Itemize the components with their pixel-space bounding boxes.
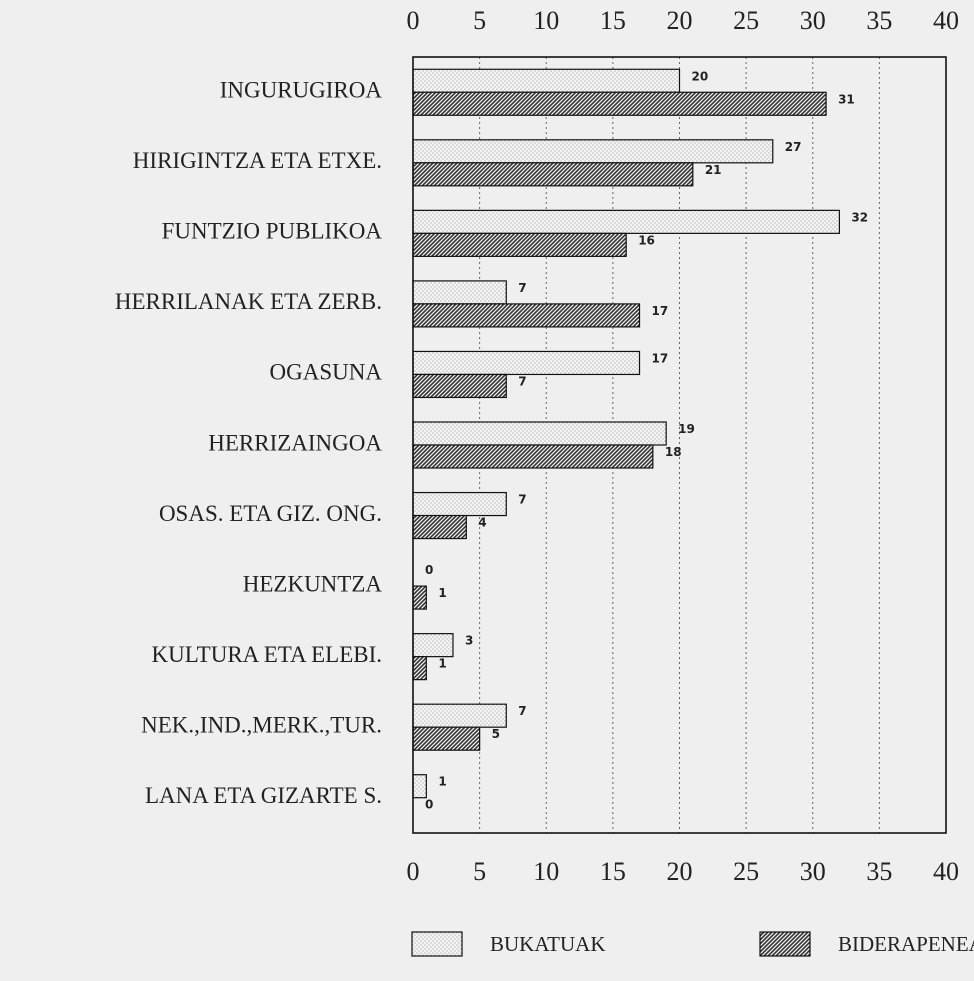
- category-label: KULTURA ETA ELEBI.: [152, 642, 383, 667]
- x-tick-label-bottom: 25: [733, 857, 759, 886]
- bar: [412, 280, 507, 305]
- x-tick-label-bottom: 20: [667, 857, 693, 886]
- value-label: 0: [425, 563, 433, 577]
- value-label: 16: [638, 233, 655, 247]
- value-label: 31: [838, 92, 855, 106]
- category-label: FUNTZIO PUBLIKOA: [162, 219, 383, 244]
- x-tick-label-bottom: 5: [473, 857, 486, 886]
- category-label: INGURUGIROA: [220, 78, 383, 103]
- bar: [412, 444, 654, 469]
- x-tick-label-top: 5: [473, 6, 486, 35]
- plot-frame: [412, 56, 947, 834]
- category-label: HIRIGINTZA ETA ETXE.: [133, 148, 382, 173]
- legend-label: BIDERAPENEAN: [838, 932, 974, 956]
- bar: [412, 491, 507, 517]
- category-label: HERRILANAK ETA ZERB.: [115, 289, 382, 314]
- value-label: 7: [518, 704, 526, 718]
- value-label: 20: [692, 69, 709, 83]
- value-label: 1: [438, 657, 446, 671]
- x-tick-label-bottom: 10: [533, 857, 559, 886]
- value-label: 18: [665, 445, 682, 459]
- bar: [412, 232, 627, 257]
- category-label: HEZKUNTZA: [243, 571, 383, 596]
- bar: [412, 68, 681, 93]
- bar: [412, 633, 454, 658]
- x-tick-label-bottom: 30: [800, 857, 826, 886]
- value-label: 27: [785, 140, 802, 154]
- value-label: 7: [518, 281, 526, 295]
- x-tick-label-top: 30: [800, 6, 826, 35]
- legend-label: BUKATUAK: [490, 932, 606, 956]
- value-label: 0: [425, 798, 433, 812]
- bar: [412, 774, 427, 799]
- bar: [412, 703, 507, 728]
- bar: [412, 350, 641, 376]
- value-label: 32: [851, 210, 868, 224]
- x-tick-label-top: 0: [407, 6, 420, 35]
- x-tick-label-bottom: 0: [407, 857, 420, 886]
- x-tick-label-top: 15: [600, 6, 626, 35]
- category-label: LANA ETA GIZARTE S.: [145, 783, 382, 808]
- value-label: 5: [492, 727, 500, 741]
- bar: [412, 421, 667, 446]
- x-tick-label-bottom: 15: [600, 857, 626, 886]
- value-label: 7: [518, 374, 526, 388]
- bar: [412, 303, 641, 328]
- bar: [412, 373, 507, 399]
- bar: [412, 91, 827, 116]
- x-tick-label-top: 40: [933, 6, 959, 35]
- bar: [412, 656, 427, 681]
- legend-swatch: [759, 931, 811, 957]
- x-tick-label-top: 20: [667, 6, 693, 35]
- x-tick-label-top: 35: [866, 6, 892, 35]
- value-label: 1: [438, 775, 446, 789]
- legend-swatch: [411, 931, 463, 957]
- bar: [412, 726, 481, 751]
- value-label: 3: [465, 634, 473, 648]
- category-label: HERRIZAINGOA: [208, 430, 382, 455]
- x-tick-label-bottom: 40: [933, 857, 959, 886]
- x-tick-label-bottom: 35: [866, 857, 892, 886]
- value-label: 4: [478, 516, 486, 530]
- x-tick-label-top: 25: [733, 6, 759, 35]
- category-label: NEK.,IND.,MERK.,TUR.: [141, 712, 382, 737]
- value-label: 17: [652, 351, 669, 365]
- bar: [412, 514, 467, 540]
- value-label: 17: [652, 304, 669, 318]
- category-label: OGASUNA: [270, 360, 383, 385]
- x-tick-label-top: 10: [533, 6, 559, 35]
- bar: [412, 139, 774, 164]
- category-label: OSAS. ETA GIZ. ONG.: [159, 501, 382, 526]
- value-label: 1: [438, 586, 446, 600]
- bar: [412, 209, 840, 234]
- value-label: 19: [678, 422, 695, 436]
- value-label: 21: [705, 163, 722, 177]
- value-label: 7: [518, 493, 526, 507]
- bar: [412, 162, 694, 187]
- bar: [412, 585, 427, 610]
